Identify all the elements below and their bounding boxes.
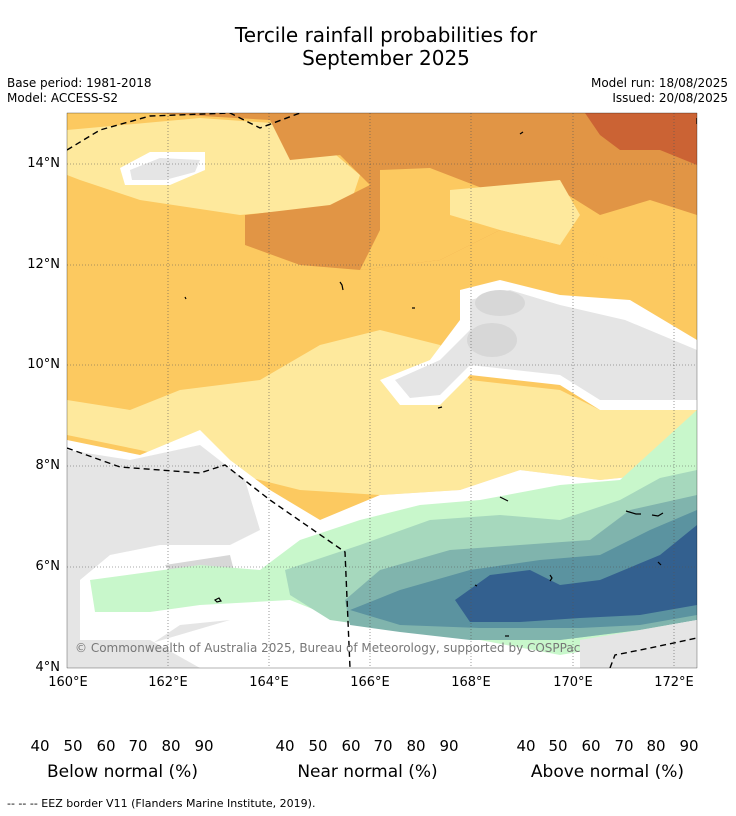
eez-footnote: -- -- -- EEZ border V11 (Flanders Marine… <box>7 797 316 810</box>
cbar-near-label-70: 70 <box>373 737 393 755</box>
map-title-line-2: September 2025 <box>302 46 470 70</box>
region-near-40-sw <box>67 640 200 668</box>
region-near-50-a <box>475 290 525 316</box>
y-tick-14n: 14°N <box>27 156 60 171</box>
region-near-40-east <box>395 290 697 400</box>
cbar-near-label-40: 40 <box>275 737 295 755</box>
cbar-below-label-90: 90 <box>194 737 214 755</box>
cbar-above-label-70: 70 <box>614 737 634 755</box>
eez-border <box>67 113 697 668</box>
cbar-below-label-60: 60 <box>96 737 116 755</box>
islands <box>184 131 664 637</box>
region-near-40-west <box>67 445 260 668</box>
cbar-above-label-90: 90 <box>679 737 699 755</box>
meta-left: Base period: 1981-2018 Model: ACCESS-S2 <box>7 76 152 106</box>
region-near-40-se <box>580 620 697 668</box>
x-tick-170e: 170°E <box>553 675 593 690</box>
region-below-40-mid <box>450 180 580 245</box>
x-tick-160e: 160°E <box>48 675 88 690</box>
x-tick-166e: 166°E <box>350 675 390 690</box>
map-fill-regions <box>67 113 697 668</box>
issued-text: Issued: 20/08/2025 <box>612 91 728 105</box>
cbar-below-label-50: 50 <box>63 737 83 755</box>
y-tick-8n: 8°N <box>35 458 61 473</box>
region-near-50-b <box>467 323 517 357</box>
y-tick-12n: 12°N <box>27 257 60 272</box>
cbar-above-label-80: 80 <box>646 737 666 755</box>
region-below-70 <box>585 113 697 165</box>
cbar-near-label-80: 80 <box>406 737 426 755</box>
y-tick-10n: 10°N <box>27 357 60 372</box>
cbar-below-label-40: 40 <box>30 737 50 755</box>
probability-map <box>66 112 698 669</box>
map-title-line-1: Tercile rainfall probabilities for <box>234 23 538 47</box>
cbar-above-label-50: 50 <box>548 737 568 755</box>
cbar-below-label-70: 70 <box>128 737 148 755</box>
x-tick-168e: 168°E <box>451 675 491 690</box>
cbar-near-title: Near normal (%) <box>297 762 438 782</box>
y-tick-4n: 4°N <box>35 660 61 675</box>
region-near-40-north <box>130 158 200 180</box>
model-run-text: Model run: 18/08/2025 <box>590 76 728 90</box>
cbar-above-title: Above normal (%) <box>530 762 685 782</box>
plot-frame <box>66 112 698 669</box>
y-tick-6n: 6°N <box>35 559 61 574</box>
x-tick-172e: 172°E <box>654 675 694 690</box>
model-text: Model: ACCESS-S2 <box>7 91 119 105</box>
cbar-near-label-50: 50 <box>308 737 328 755</box>
copyright-text: © Commonwealth of Australia 2025, Bureau… <box>75 641 581 655</box>
cbar-above-label-40: 40 <box>516 737 536 755</box>
region-below-40-south <box>67 330 697 495</box>
cbar-below-label-80: 80 <box>161 737 181 755</box>
cbar-above-label-60: 60 <box>581 737 601 755</box>
cbar-below-title: Below normal (%) <box>47 762 198 782</box>
gridlines <box>67 113 697 668</box>
cbar-near-label-90: 90 <box>439 737 459 755</box>
x-tick-164e: 164°E <box>249 675 289 690</box>
region-above-80 <box>455 525 697 622</box>
meta-right: Model run: 18/08/2025 Issued: 20/08/2025 <box>591 76 728 106</box>
cbar-near-label-60: 60 <box>341 737 361 755</box>
base-period-text: Base period: 1981-2018 <box>7 76 152 90</box>
x-tick-162e: 162°E <box>148 675 188 690</box>
